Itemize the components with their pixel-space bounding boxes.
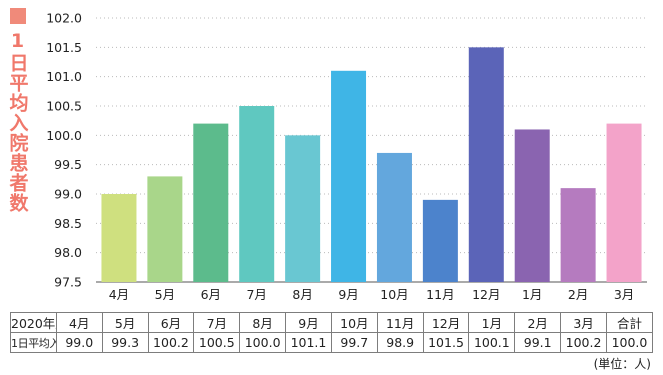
x-tick-label: 2月 [568,287,588,302]
table-header-cell: 7月 [193,312,241,333]
bar [331,70,367,282]
x-tick-label: 11月 [426,287,454,302]
table-data-row: 1日平均入院患者数 99.0 99.3 100.2 100.5 100.0 10… [10,332,654,353]
table-value-cell: 100.0 [239,332,287,353]
table-header-cell: 11月 [376,312,424,333]
y-tick-label: 101.5 [46,40,82,55]
bar [606,123,642,282]
table-value-cell: 99.3 [101,332,149,353]
data-table: 2020年度 4月 5月 6月 7月 8月 9月 10月 11月 12月 1月 … [10,312,654,353]
table-value-cell: 100.0 [605,332,654,353]
bar [468,47,504,283]
table-header-cell: 6月 [147,312,195,333]
x-tick-label: 10月 [380,287,408,302]
table-header-cell: 1月 [468,312,516,333]
table-row-label: 1日平均入院患者数 [10,332,57,353]
x-tick-label: 7月 [246,287,266,302]
table-header-cell: 2020年度 [10,312,57,333]
bar [101,194,137,282]
x-tick-label: 5月 [155,287,175,302]
bar [285,135,321,282]
title-marker-square [10,8,26,24]
bar [376,152,412,282]
y-tick-label: 99.5 [54,157,82,172]
table-value-cell: 100.1 [468,332,516,353]
y-tick-label: 98.5 [54,216,82,231]
table-value-cell: 100.5 [193,332,241,353]
bar [422,199,458,282]
table-value-cell: 99.7 [330,332,378,353]
table-header-cell: 2月 [514,312,562,333]
table-header-cell: 3月 [560,312,607,333]
y-tick-label: 100.5 [46,99,82,114]
table-header-row: 2020年度 4月 5月 6月 7月 8月 9月 10月 11月 12月 1月 … [10,312,654,333]
table-header-cell: 合計 [605,312,654,333]
x-tick-label: 9月 [338,287,358,302]
bar [147,176,183,282]
chart-title: 1日平均入院患者数 [6,30,29,213]
table-header-cell: 5月 [101,312,149,333]
x-tick-label: 8月 [292,287,312,302]
bar-chart: 97.5 98.0 98.5 99.0 99.5 100.0 100.5 101.0 101.5… [46,11,647,302]
table-value-cell: 99.0 [55,332,103,353]
x-tick-label: 3月 [614,287,634,302]
bar [193,123,229,282]
table-header-cell: 4月 [55,312,103,333]
table-value-cell: 101.5 [422,332,470,353]
y-tick-label: 100.0 [46,128,82,143]
bar [560,188,596,282]
table-header-cell: 10月 [330,312,378,333]
unit-note: (単位：人) [593,357,651,371]
bar [239,106,275,282]
y-tick-label: 102.0 [46,11,82,26]
y-tick-label: 98.0 [54,245,82,260]
y-tick-label: 101.0 [46,69,82,84]
table-value-cell: 98.9 [376,332,424,353]
y-tick-label: 97.5 [54,275,82,290]
table-value-cell: 100.2 [147,332,195,353]
x-tick-label: 12月 [472,287,500,302]
table-header-cell: 9月 [285,312,332,333]
bar [514,129,550,282]
chart-title-block: 1日平均入院患者数 [4,8,32,213]
table-header-cell: 8月 [239,312,287,333]
x-tick-label: 6月 [201,287,221,302]
y-tick-label: 99.0 [54,187,82,202]
table-value-cell: 99.1 [514,332,562,353]
x-tick-label: 1月 [522,287,542,302]
table-header-cell: 12月 [422,312,470,333]
table-value-cell: 101.1 [285,332,332,353]
x-tick-label: 4月 [109,287,129,302]
table-value-cell: 100.2 [560,332,607,353]
